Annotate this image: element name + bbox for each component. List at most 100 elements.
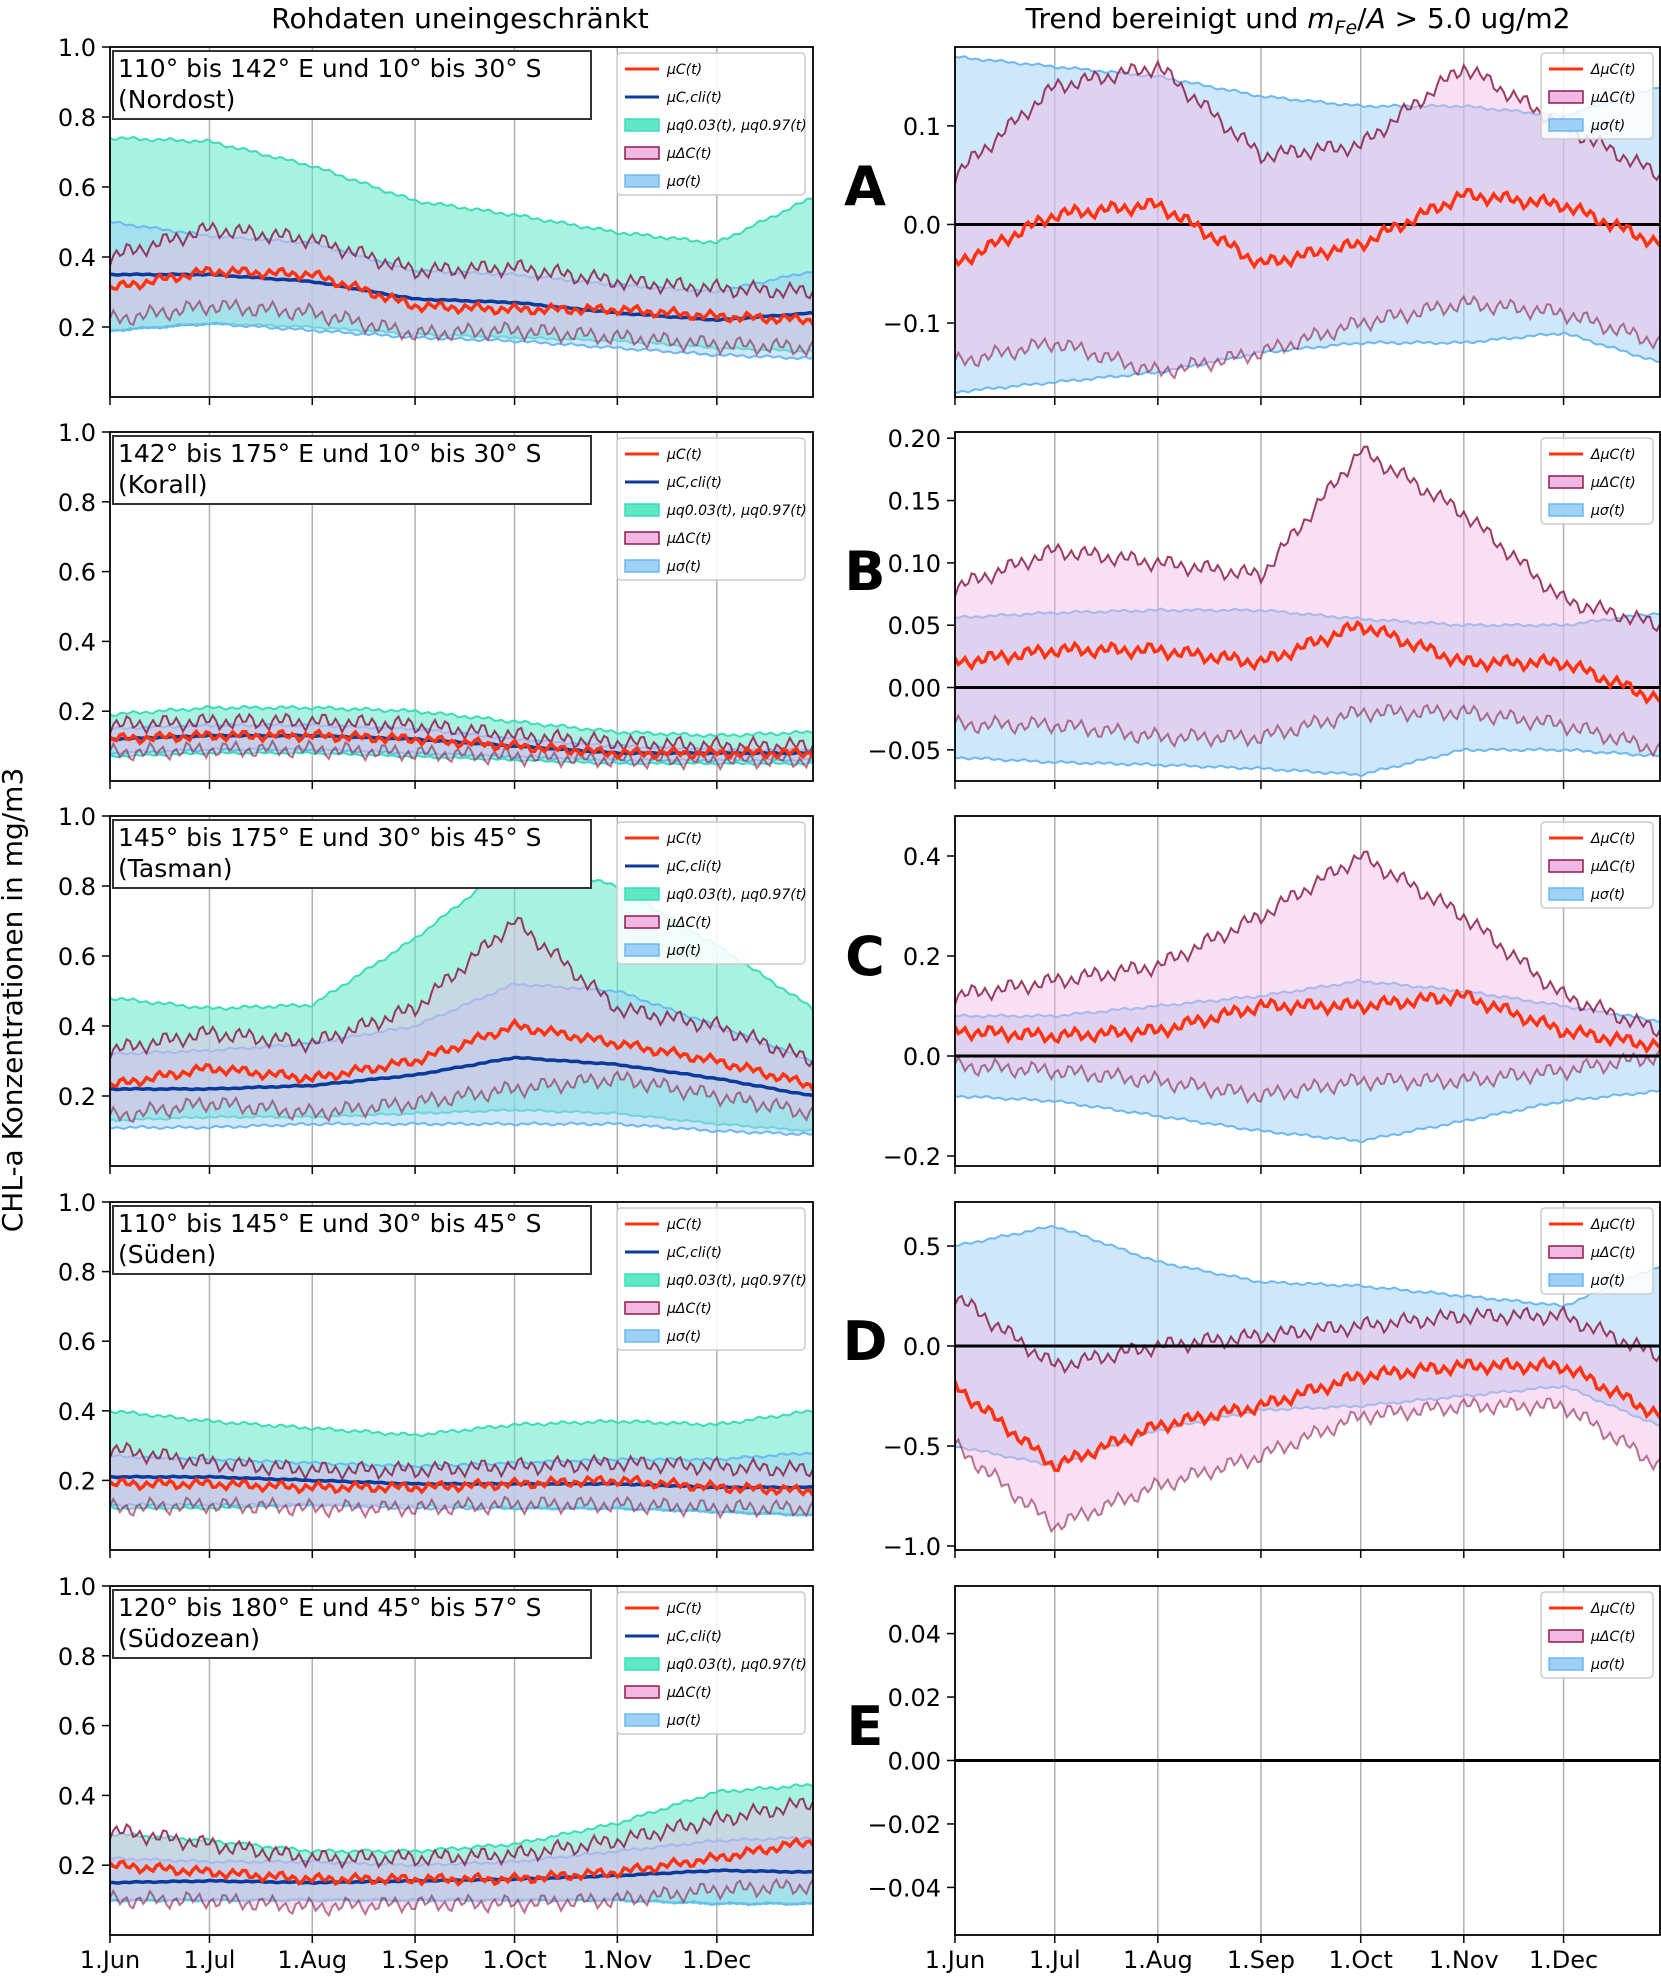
legend-swatch-sigma — [624, 174, 660, 188]
delta-c-upper-line — [110, 916, 813, 1068]
legend-swatch-delta — [624, 531, 660, 545]
sigma-upper-line — [110, 1835, 813, 1868]
panel-D-right: −1.0 −0.5 0.0 0.5 ΔμC(t) μΔC(t) μσ(t) — [883, 1201, 1661, 1561]
ytick-label: 0.4 — [58, 1398, 96, 1426]
sigma-band — [110, 221, 813, 359]
legend-label: μC(t) — [666, 1217, 702, 1233]
legend-label: μΔC(t) — [666, 146, 712, 162]
series-raw — [110, 265, 813, 326]
delta-c-lower-line — [955, 1396, 1660, 1534]
quantile-upper-line — [110, 704, 813, 739]
legend-frame — [1540, 437, 1654, 525]
sigma-lower-line — [955, 1089, 1660, 1144]
xtick-label-1.Aug: 1.Aug — [1123, 1946, 1193, 1974]
legend-label: ΔμC(t) — [1590, 447, 1636, 463]
legend: ΔμC(t) μΔC(t) μσ(t) — [1540, 821, 1654, 909]
delta-c-lower-line — [110, 1495, 813, 1520]
legend-label: μC,cli(t) — [666, 1245, 722, 1261]
legend-label: μσ(t) — [1590, 503, 1625, 519]
series-raw — [110, 1017, 813, 1091]
legend-label: μC(t) — [666, 447, 702, 463]
series-raw — [110, 1474, 813, 1497]
legend-swatch-delta — [624, 146, 660, 160]
legend-label: μσ(t) — [1590, 887, 1625, 903]
ytick-label: −0.5 — [883, 1433, 941, 1461]
ytick-label: 0.05 — [888, 612, 941, 640]
ytick-label: 0.0 — [903, 211, 941, 239]
delta-c-upper-line — [110, 220, 813, 300]
xtick-label-1.Dec: 1.Dec — [1529, 1946, 1598, 1974]
sigma-band — [955, 979, 1660, 1143]
ytick-label: 0.6 — [58, 1713, 96, 1741]
legend-frame — [1540, 821, 1654, 909]
xtick-label-1.Oct: 1.Oct — [1329, 1946, 1393, 1974]
legend-swatch-sigma — [624, 559, 660, 573]
ytick-label: 0.00 — [888, 675, 941, 703]
ytick-label: 1.0 — [58, 1573, 96, 1601]
legend-label: μq0.03(t), μq0.97(t) — [666, 887, 807, 903]
sigma-lower-line — [110, 1121, 813, 1137]
sigma-lower-line — [110, 321, 813, 361]
ytick-label: 0.10 — [888, 550, 941, 578]
ytick-label: −0.05 — [867, 737, 941, 765]
legend-label: μC(t) — [666, 62, 702, 78]
series-delta — [955, 1356, 1660, 1473]
legend-swatch-delta — [1548, 475, 1584, 489]
legend-label: μC,cli(t) — [666, 1629, 722, 1645]
series-climatology — [110, 1055, 813, 1098]
xtick-label-1.Sep: 1.Sep — [1227, 1946, 1295, 1974]
panels: 0.2 0.4 0.6 0.8 1.0 110° bis 142° E und 10° b… — [58, 34, 1661, 1974]
legend-label: ΔμC(t) — [1590, 831, 1636, 847]
xtick-label-1.Oct: 1.Oct — [482, 1946, 546, 1974]
delta-c-band — [955, 62, 1660, 378]
ytick-label: 0.4 — [58, 244, 96, 272]
ytick-label: 0.6 — [58, 943, 96, 971]
ytick-label: −0.1 — [883, 310, 941, 338]
axes-frame — [109, 46, 814, 398]
legend-label: ΔμC(t) — [1590, 1601, 1636, 1617]
xtick-label-1.Jun: 1.Jun — [80, 1946, 140, 1974]
xtick-label-1.Jul: 1.Jul — [1029, 1946, 1081, 1974]
region-coords: 120° bis 180° E und 45° bis 57° S — [118, 1593, 542, 1622]
region-name: (Südozean) — [118, 1624, 260, 1653]
region-box: 110° bis 145° E und 30° bis 45° S(Süden) — [112, 1205, 592, 1275]
delta-c-lower-line — [955, 703, 1660, 758]
ytick-label: 0.4 — [58, 628, 96, 656]
ytick-label: 0.2 — [903, 943, 941, 971]
panel-letter-A: A — [844, 155, 886, 218]
legend-label: μC,cli(t) — [666, 475, 722, 491]
xtick-label-1.Dec: 1.Dec — [682, 1946, 751, 1974]
panel-letter-D: D — [843, 1310, 888, 1373]
axes-frame — [109, 815, 814, 1167]
legend-frame — [1540, 52, 1654, 140]
delta-c-band — [110, 1798, 813, 1916]
legend-swatch-sigma — [624, 1329, 660, 1343]
region-name: (Tasman) — [118, 854, 233, 883]
sigma-upper-line — [955, 1224, 1660, 1308]
region-box-frame — [112, 435, 592, 505]
ytick-label: 0.2 — [58, 698, 96, 726]
ytick-label: −0.02 — [867, 1811, 941, 1839]
ytick-label: 1.0 — [58, 803, 96, 831]
sigma-lower-line — [955, 331, 1660, 394]
ytick-label: 0.8 — [58, 873, 96, 901]
series-delta — [955, 619, 1660, 705]
legend-label: μσ(t) — [666, 174, 701, 190]
legend-swatch-sigma — [624, 1713, 660, 1727]
ytick-label: 1.0 — [58, 34, 96, 62]
legend-label: μσ(t) — [1590, 1657, 1625, 1673]
legend-frame — [616, 821, 806, 965]
ytick-label: 0.1 — [903, 113, 941, 141]
legend: μC(t) μC,cli(t) μq0.03(t), μq0.97(t) μΔC(t)… — [616, 437, 807, 581]
legend-swatch-quantile — [624, 118, 660, 132]
legend-swatch-delta — [1548, 90, 1584, 104]
panel-A-right: −0.1 0.0 0.1 ΔμC(t) μΔC(t) μσ(t) — [883, 46, 1661, 405]
quantile-upper-line — [110, 135, 813, 245]
legend-label: μq0.03(t), μq0.97(t) — [666, 118, 807, 134]
sigma-lower-line — [955, 747, 1660, 778]
legend-swatch-quantile — [624, 1657, 660, 1671]
legend: ΔμC(t) μΔC(t) μσ(t) — [1540, 1591, 1654, 1679]
legend-label: μσ(t) — [666, 559, 701, 575]
legend-label: μσ(t) — [666, 1329, 701, 1345]
axes-frame — [109, 1585, 814, 1936]
